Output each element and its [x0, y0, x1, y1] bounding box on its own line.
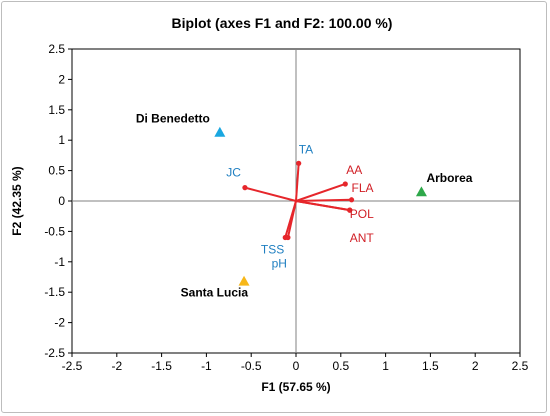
variable-label: POL	[350, 207, 374, 221]
x-tick-label: 2.5	[512, 359, 529, 373]
chart-title: Biplot (axes F1 and F2: 100.00 %)	[172, 15, 393, 31]
x-tick-label: -2	[111, 359, 122, 373]
observation-label: Arborea	[426, 171, 472, 185]
variable-arrow-tip	[348, 197, 355, 203]
x-tick-label: -1.5	[151, 359, 172, 373]
x-tick-label: 1	[382, 359, 389, 373]
y-tick-label: -2	[54, 316, 65, 330]
variable-label: TA	[299, 142, 313, 156]
variable-label: ANT	[350, 231, 375, 245]
y-tick-label: -0.5	[44, 224, 65, 238]
variable-arrow	[295, 163, 300, 202]
variable-arrow	[286, 200, 297, 238]
observation-label: Santa Lucia	[181, 285, 249, 299]
y-tick-label: 2	[58, 72, 65, 86]
observation-marker	[214, 126, 226, 137]
x-tick-label: -0.5	[241, 359, 262, 373]
y-axis-title: F2 (42.35 %)	[10, 166, 24, 235]
x-tick-label: 0	[293, 359, 300, 373]
y-tick-label: 0	[58, 194, 65, 208]
y-tick-label: 1.5	[48, 103, 65, 117]
variable-arrow	[295, 183, 346, 202]
variable-arrow-tip	[285, 234, 291, 241]
x-tick-label: -2.5	[62, 359, 83, 373]
variable-label: FLA	[352, 181, 374, 195]
y-tick-label: 0.5	[48, 164, 65, 178]
x-tick-label: 1.5	[422, 359, 439, 373]
variable-arrow	[244, 186, 297, 202]
y-tick-label: -1.5	[44, 285, 65, 299]
variable-arrow	[295, 200, 350, 212]
observation-marker	[415, 186, 427, 197]
variable-arrow-tip	[347, 207, 353, 213]
variable-arrow-tip	[242, 185, 248, 191]
y-tick-label: -2.5	[44, 346, 65, 360]
variable-arrow-tip	[342, 181, 348, 187]
x-tick-label: 2	[472, 359, 479, 373]
observation-label: Di Benedetto	[136, 111, 210, 125]
observation-marker	[238, 275, 250, 286]
y-tick-label: -1	[54, 255, 65, 269]
y-tick-label: 1	[58, 133, 65, 147]
variable-arrow	[295, 198, 352, 202]
y-tick-label: 2.5	[48, 42, 65, 56]
variable-label: TSS	[261, 242, 284, 256]
variable-label: JC	[226, 166, 241, 180]
variable-label: AA	[346, 163, 362, 177]
variable-label: pH	[272, 256, 287, 270]
variable-arrow-tip	[296, 160, 302, 166]
x-tick-label: -1	[201, 359, 212, 373]
x-tick-label: 0.5	[332, 359, 349, 373]
x-axis-title: F1 (57.65 %)	[261, 380, 330, 394]
